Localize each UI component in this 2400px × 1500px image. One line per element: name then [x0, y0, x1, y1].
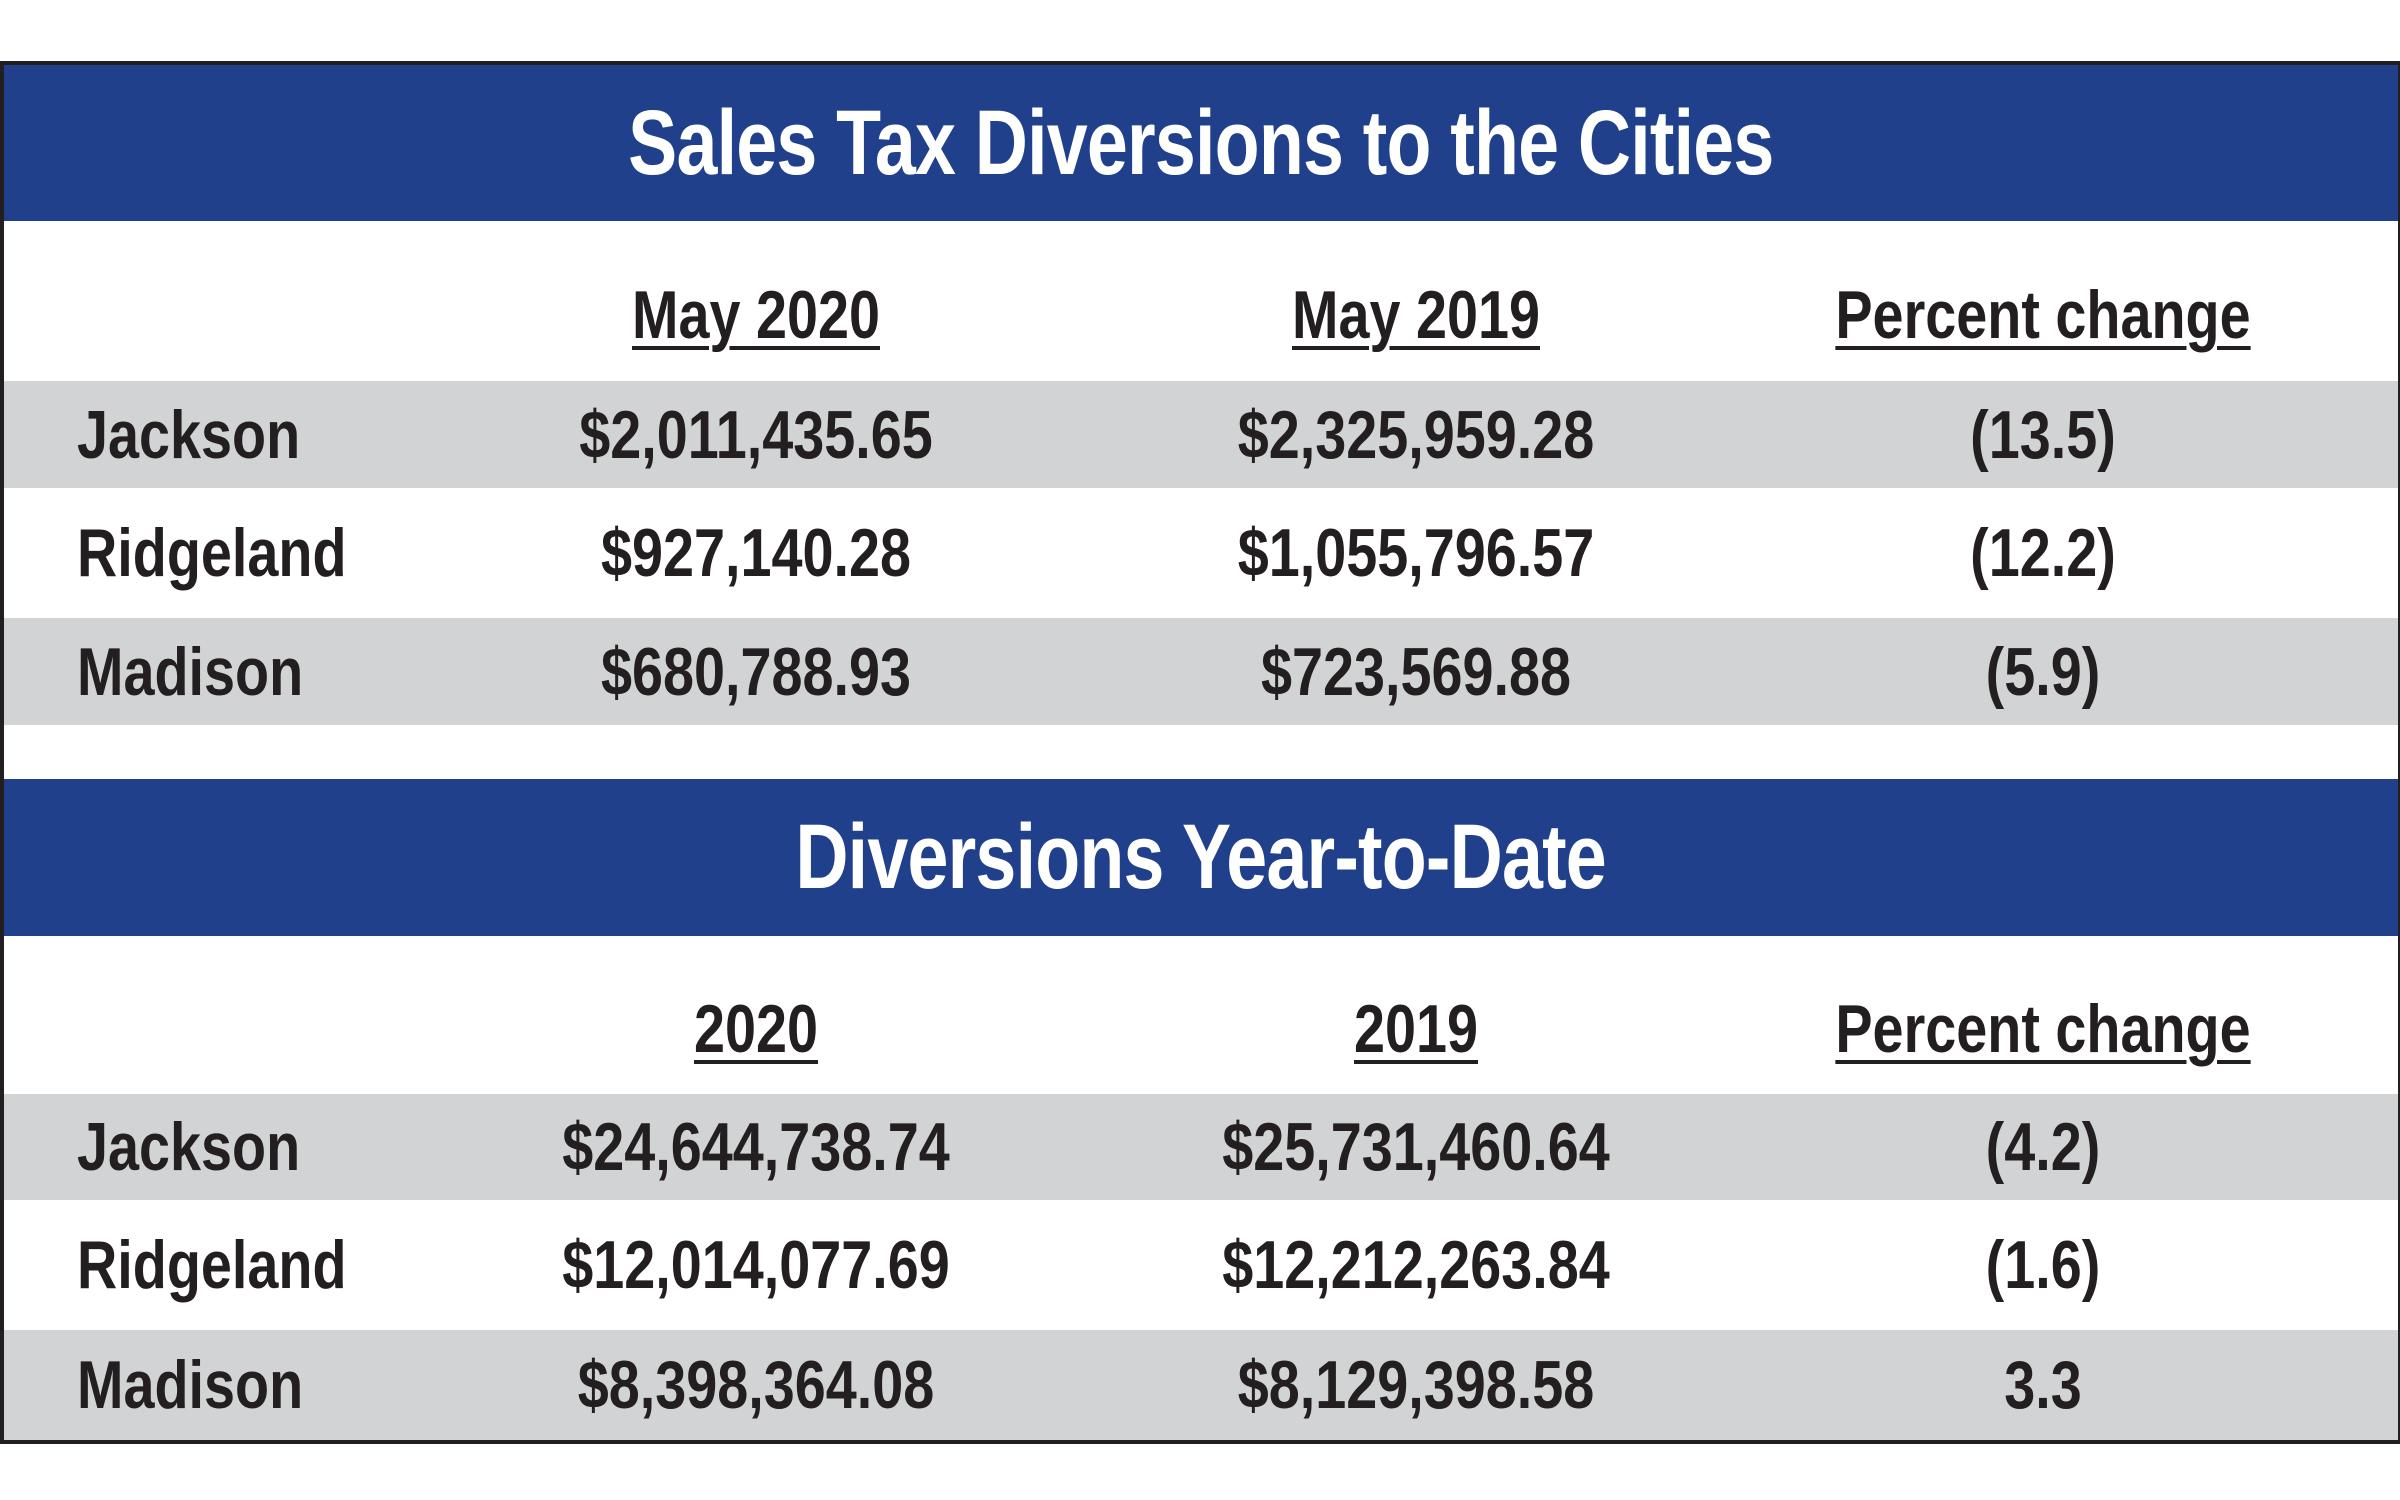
header-row: May 2020 May 2019 Percent change	[4, 265, 2398, 365]
value-cell: $1,055,796.57	[1237, 515, 1595, 591]
city-label: Madison	[77, 633, 304, 710]
column-header: Percent change	[1835, 991, 2251, 1067]
table-title: Sales Tax Diversions to the Cities	[628, 91, 1774, 194]
value-cell: $2,011,435.65	[579, 396, 933, 473]
value-cell: $680,788.93	[600, 633, 912, 710]
table-title-band: Sales Tax Diversions to the Cities	[4, 65, 2398, 221]
percent-cell: (13.5)	[1970, 396, 2116, 473]
column-header: 2019	[1353, 991, 1479, 1067]
percent-cell: 3.3	[2004, 1347, 2082, 1423]
column-header: May 2019	[1291, 277, 1541, 353]
percent-cell: (12.2)	[1970, 515, 2116, 591]
percent-cell: (1.6)	[1985, 1227, 2101, 1303]
value-cell: $723,569.88	[1260, 633, 1572, 710]
table-title: Diversions Year-to-Date	[795, 806, 1607, 908]
city-label: Ridgeland	[77, 515, 347, 591]
value-cell: $2,325,959.28	[1237, 396, 1595, 473]
table-row: Jackson $2,011,435.65 $2,325,959.28 (13.…	[4, 381, 2398, 488]
table-row: Ridgeland $927,140.28 $1,055,796.57 (12.…	[4, 488, 2398, 618]
city-label: Jackson	[77, 396, 301, 473]
table-row: Jackson $24,644,738.74 $25,731,460.64 (4…	[4, 1094, 2398, 1200]
city-label: Jackson	[77, 1109, 301, 1185]
value-cell: $12,014,077.69	[562, 1227, 950, 1303]
header-row: 2020 2019 Percent change	[4, 979, 2398, 1079]
percent-cell: (4.2)	[1985, 1109, 2101, 1185]
percent-cell: (5.9)	[1985, 633, 2101, 710]
column-header: Percent change	[1835, 277, 2251, 353]
value-cell: $25,731,460.64	[1222, 1109, 1610, 1185]
value-cell: $8,398,364.08	[577, 1347, 935, 1423]
value-cell: $8,129,398.58	[1237, 1347, 1595, 1423]
column-header: May 2020	[631, 277, 881, 353]
value-cell: $12,212,263.84	[1222, 1227, 1610, 1303]
column-header: 2020	[693, 991, 819, 1067]
value-cell: $927,140.28	[600, 515, 912, 591]
table-title-band: Diversions Year-to-Date	[4, 779, 2398, 936]
value-cell: $24,644,738.74	[562, 1109, 950, 1185]
table-row: Madison $680,788.93 $723,569.88 (5.9)	[4, 618, 2398, 725]
city-label: Ridgeland	[77, 1227, 347, 1303]
table-row: Madison $8,398,364.08 $8,129,398.58 3.3	[4, 1330, 2398, 1440]
city-label: Madison	[77, 1347, 304, 1423]
table-row: Ridgeland $12,014,077.69 $12,212,263.84 …	[4, 1200, 2398, 1330]
tables-frame: Sales Tax Diversions to the Cities May 2…	[0, 61, 2400, 1444]
